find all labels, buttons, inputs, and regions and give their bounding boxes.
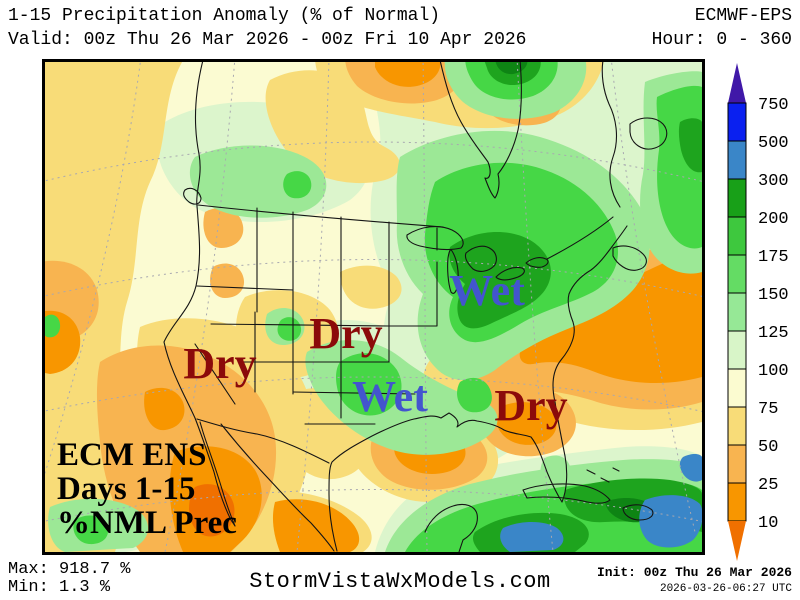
min-value: Min: 1.3 % xyxy=(8,578,111,597)
colorbar-tick: 500 xyxy=(758,134,789,153)
map-label-dry: Dry xyxy=(309,309,382,358)
caption-line-3: %NML Prec xyxy=(57,505,237,541)
colorbar-tick: 200 xyxy=(758,210,789,229)
colorbar-tick-labels: 750 500 300 200 175 150 125 100 75 50 25 10 xyxy=(758,96,789,533)
colorbar-segment xyxy=(727,102,747,142)
colorbar-arrow-up xyxy=(728,63,746,103)
colorbar: 750 500 300 200 175 150 125 100 75 50 25 10 xyxy=(727,63,789,561)
map-borders xyxy=(163,62,668,552)
colorbar-segment xyxy=(727,216,747,256)
colorbar-tick: 300 xyxy=(758,172,789,191)
caption-line-1: ECM ENS xyxy=(57,437,207,473)
colorbar-tick: 175 xyxy=(758,248,789,267)
max-value: Max: 918.7 % xyxy=(8,560,131,579)
page-title: 1-15 Precipitation Anomaly (% of Normal) xyxy=(8,6,441,26)
map-label-wet: Wet xyxy=(449,266,525,315)
model-name: ECMWF-EPS xyxy=(694,6,792,26)
shading-deep-orange xyxy=(189,484,235,537)
colorbar-segment xyxy=(727,254,747,294)
colorbar-segment xyxy=(727,178,747,218)
colorbar-segment xyxy=(727,330,747,370)
caption-line-2: Days 1-15 xyxy=(57,471,196,507)
colorbar-arrow-down xyxy=(728,521,746,561)
colorbar-segments xyxy=(727,102,747,522)
map-label-dry: Dry xyxy=(494,381,567,430)
hour-range: Hour: 0 - 360 xyxy=(651,30,792,50)
colorbar-tick: 750 xyxy=(758,96,789,115)
colorbar-tick: 50 xyxy=(758,438,778,457)
valid-range: Valid: 00z Thu 26 Mar 2026 - 00z Fri 10 … xyxy=(8,30,527,50)
colorbar-segment xyxy=(727,368,747,408)
colorbar-segment xyxy=(727,406,747,446)
shading-wet-blue xyxy=(500,453,702,552)
colorbar-tick: 125 xyxy=(758,324,789,343)
precipitation-anomaly-map: Dry Dry Wet Wet Dry xyxy=(45,62,702,552)
colorbar-segment xyxy=(727,292,747,332)
lat-lon-graticule xyxy=(45,62,702,552)
colorbar-tick: 100 xyxy=(758,362,789,381)
colorbar-segment xyxy=(727,444,747,484)
map-overlay-labels: Dry Dry Wet Wet Dry xyxy=(183,266,567,430)
generated-timestamp: 2026-03-26-06:27 UTC xyxy=(659,583,792,595)
colorbar-segment xyxy=(727,482,747,522)
colorbar-tick: 75 xyxy=(758,400,778,419)
colorbar-segment xyxy=(727,140,747,180)
map-label-wet: Wet xyxy=(352,372,428,421)
map-frame: Dry Dry Wet Wet Dry ECM ENS Days 1-15 %NML P… xyxy=(42,59,705,555)
corner-caption: ECM ENS Days 1-15 %NML Prec xyxy=(57,438,237,540)
init-time: Init: 00z Thu 26 Mar 2026 xyxy=(596,565,792,580)
colorbar-tick: 25 xyxy=(758,476,778,495)
site-watermark: StormVistaWxModels.com xyxy=(249,569,551,594)
colorbar-tick: 10 xyxy=(758,514,778,533)
colorbar-tick: 150 xyxy=(758,286,789,305)
map-label-dry: Dry xyxy=(183,339,256,388)
